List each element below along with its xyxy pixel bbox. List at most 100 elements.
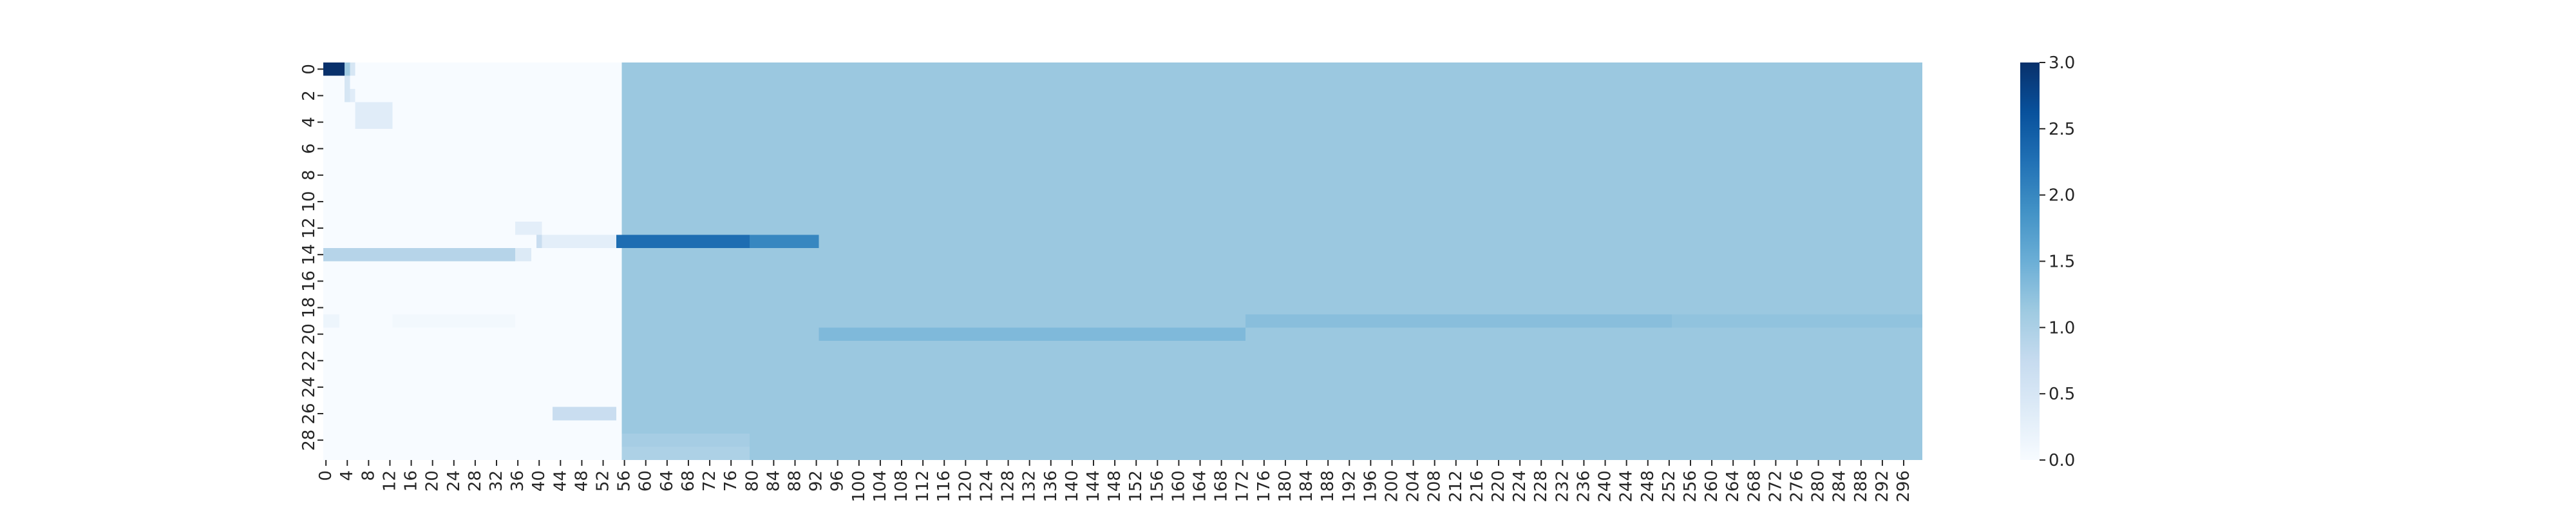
x-tick-label: 120 (956, 470, 975, 503)
x-tick-label: 260 (1702, 470, 1721, 503)
x-tick-label: 116 (934, 470, 954, 503)
y-tick-label: 12 (299, 218, 319, 239)
heatmap-cell (819, 314, 1245, 328)
heatmap-cell (621, 433, 750, 447)
x-tick-label: 192 (1340, 470, 1359, 503)
x-tick-label: 84 (764, 470, 783, 492)
x-tick-label: 292 (1873, 470, 1892, 503)
y-tick-label: 20 (299, 323, 319, 345)
x-tick-label: 64 (658, 470, 677, 492)
x-tick-label: 152 (1126, 470, 1146, 503)
heatmap-cell (350, 89, 355, 102)
heatmap-cell (323, 247, 515, 262)
x-tick-label: 276 (1787, 470, 1806, 503)
x-tick-label: 104 (871, 470, 890, 503)
x-tick-label: 60 (636, 470, 656, 492)
heatmap-cell (323, 62, 345, 76)
y-tick-label: 14 (299, 244, 319, 265)
x-tick-label: 132 (1020, 470, 1039, 503)
x-tick-label: 144 (1084, 470, 1103, 503)
heatmap-cell (750, 235, 819, 248)
x-tick-label: 36 (508, 470, 527, 492)
x-tick-label: 184 (1297, 470, 1316, 503)
x-tick-label: 92 (807, 470, 826, 492)
x-tick-label: 112 (913, 470, 933, 503)
x-tick-label: 168 (1212, 470, 1231, 503)
x-tick-label: 160 (1169, 470, 1188, 503)
x-tick-label: 240 (1596, 470, 1615, 503)
x-tick-label: 212 (1446, 470, 1466, 503)
y-tick-label: 8 (299, 170, 319, 181)
x-tick-label: 96 (828, 470, 848, 492)
heatmap-cell (1672, 314, 1922, 328)
heatmap-cell (515, 221, 542, 235)
x-tick-label: 52 (594, 470, 613, 492)
heatmap-cell (536, 235, 542, 248)
x-tick-label: 220 (1489, 470, 1508, 503)
colorbar-gradient (2020, 62, 2040, 460)
x-tick-label: 268 (1745, 470, 1764, 503)
x-tick-label: 256 (1681, 470, 1700, 503)
heatmap-cell (323, 314, 339, 328)
x-tick-label: 32 (487, 470, 506, 492)
x-tick-label: 68 (679, 470, 698, 492)
colorbar-tick-label: 3.0 (2049, 53, 2075, 73)
x-tick-label: 28 (466, 470, 485, 492)
heatmap-cell (345, 62, 350, 76)
heatmap-cell (621, 446, 750, 460)
heatmap-cells (323, 62, 1922, 460)
colorbar: 0.0 0.5 1.0 1.5 2.0 2.5 3.0 (2020, 53, 2075, 470)
heatmap-cell (616, 235, 750, 248)
y-tick-label: 6 (299, 143, 319, 154)
heatmap-cell (345, 75, 350, 102)
heatmap-cell (392, 314, 515, 328)
colorbar-tick-label: 2.5 (2049, 120, 2075, 139)
x-tick-label: 204 (1404, 470, 1423, 503)
y-tick-label: 18 (299, 297, 319, 318)
x-tick-label: 16 (402, 470, 421, 492)
y-tick-label: 4 (299, 117, 319, 128)
x-tick-label: 72 (700, 470, 719, 492)
x-tick-label: 196 (1361, 470, 1380, 503)
x-tick-label: 164 (1191, 470, 1210, 503)
x-tick-label: 48 (572, 470, 591, 492)
y-tick-label: 22 (299, 350, 319, 371)
x-tick-label: 128 (999, 470, 1018, 503)
x-tick-label: 4 (337, 470, 357, 481)
y-tick-label: 28 (299, 430, 319, 451)
colorbar-tick-label: 0.0 (2049, 451, 2075, 470)
x-tick-label: 200 (1382, 470, 1401, 503)
x-tick-label: 12 (380, 470, 399, 492)
x-tick-label: 80 (743, 470, 762, 492)
colorbar-tick-label: 1.0 (2049, 318, 2075, 338)
x-tick-label: 40 (529, 470, 549, 492)
x-tick-label: 24 (444, 470, 464, 492)
x-tick-label: 148 (1105, 470, 1124, 503)
x-tick-label: 44 (551, 470, 570, 492)
x-tick-label: 172 (1233, 470, 1253, 503)
y-tick-label: 0 (299, 64, 319, 75)
colorbar-tick-label: 0.5 (2049, 385, 2075, 404)
heatmap-cell (621, 62, 1922, 460)
heatmap-cell (350, 62, 355, 76)
heatmap-cell (552, 407, 617, 421)
x-tick-label: 0 (316, 470, 336, 481)
x-tick-label: 236 (1574, 470, 1593, 503)
x-tick-label: 252 (1660, 470, 1679, 503)
x-tick-label: 176 (1255, 470, 1274, 503)
x-tick-label: 288 (1852, 470, 1871, 503)
x-tick-label: 140 (1063, 470, 1082, 503)
x-tick-label: 244 (1617, 470, 1636, 503)
y-tick-label: 26 (299, 403, 319, 424)
y-tick-label: 10 (299, 191, 319, 212)
x-tick-label: 76 (721, 470, 741, 492)
x-tick-label: 224 (1510, 470, 1530, 503)
x-tick-label: 248 (1638, 470, 1658, 503)
y-tick-label: 16 (299, 271, 319, 292)
x-tick-label: 284 (1830, 470, 1850, 503)
x-tick-label: 100 (849, 470, 869, 503)
x-tick-label: 208 (1425, 470, 1444, 503)
x-tick-label: 8 (359, 470, 378, 481)
